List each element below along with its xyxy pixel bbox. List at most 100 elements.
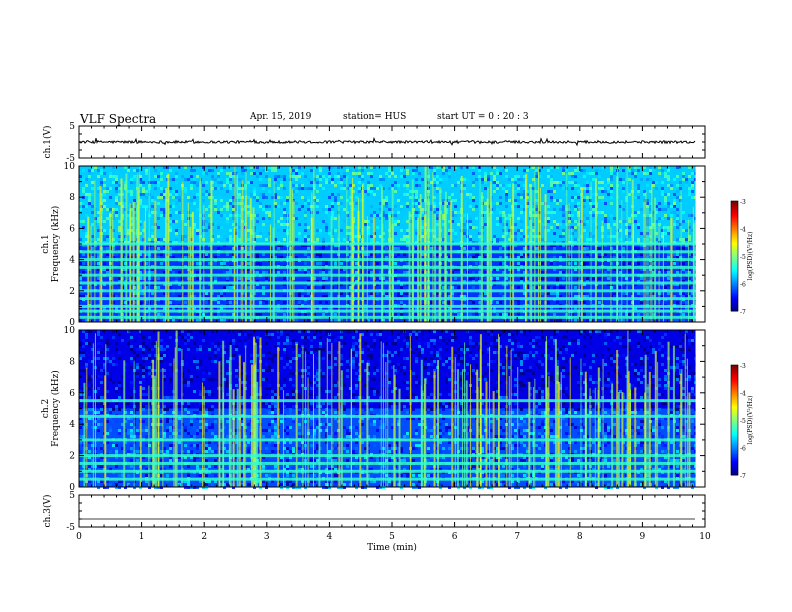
spectrogram-cell — [118, 432, 121, 435]
spectrogram-cell — [502, 193, 505, 196]
spectrogram-cell — [505, 196, 508, 199]
spectrogram-cell — [100, 172, 103, 175]
spectrogram-cell — [205, 229, 208, 232]
spectrogram-cell — [379, 235, 382, 238]
spectrogram-cell — [634, 211, 637, 214]
spectrogram-cell — [154, 181, 157, 184]
spectrogram-cell — [109, 372, 112, 375]
spectrogram-cell — [604, 253, 607, 256]
spectrogram-cell — [184, 339, 187, 342]
spectrogram-cell — [538, 262, 541, 265]
spectrogram-cell — [301, 205, 304, 208]
spectrogram-cell — [397, 184, 400, 187]
spectrogram-cell — [181, 363, 184, 366]
spectrogram-cell — [193, 226, 196, 229]
spectrogram-cell — [373, 166, 376, 169]
spectrogram-cell — [163, 307, 166, 310]
spectrogram-cell — [628, 271, 631, 274]
spectrogram-cell — [211, 262, 214, 265]
spectrogram-cell — [574, 184, 577, 187]
spectrogram-cell — [118, 277, 121, 280]
spectrogram-impulse — [187, 202, 189, 322]
spectrogram-cell — [214, 393, 217, 396]
spectrogram-cell — [421, 211, 424, 214]
spectrogram-cell — [196, 351, 199, 354]
spectrogram-cell — [109, 405, 112, 408]
spectrogram-cell — [484, 256, 487, 259]
spectrogram-cell — [673, 193, 676, 196]
spectrogram-cell — [100, 375, 103, 378]
spectrogram-cell — [676, 166, 679, 169]
spectrogram-cell — [499, 220, 502, 223]
spectrogram-cell — [370, 193, 373, 196]
spectrogram-cell — [79, 342, 82, 345]
spectrogram-cell — [493, 169, 496, 172]
spectrogram-cell — [637, 211, 640, 214]
spectrogram-cell — [217, 181, 220, 184]
spectrogram-cell — [379, 277, 382, 280]
spectrogram-cell — [655, 211, 658, 214]
spectrogram-cell — [127, 402, 130, 405]
spectrogram-cell — [463, 223, 466, 226]
spectrogram-cell — [352, 190, 355, 193]
spectrogram-cell — [649, 169, 652, 172]
spectrogram-cell — [667, 205, 670, 208]
spectrogram-cell — [325, 277, 328, 280]
spectrogram-cell — [205, 253, 208, 256]
spectrogram-cell — [394, 214, 397, 217]
spectrogram-cell — [256, 256, 259, 259]
spectrogram-cell — [136, 348, 139, 351]
spectrogram-cell — [535, 166, 538, 169]
spectrogram-cell — [469, 313, 472, 316]
spectrogram-cell — [265, 184, 268, 187]
spectrogram-cell — [82, 339, 85, 342]
spectrogram-impulse — [480, 192, 483, 322]
spectrogram-cell — [280, 307, 283, 310]
spectrogram-cell — [259, 166, 262, 169]
spectrogram-cell — [109, 375, 112, 378]
spectrogram-cell — [196, 193, 199, 196]
spectrogram-cell — [283, 202, 286, 205]
spectrogram-cell — [679, 256, 682, 259]
spectrogram-cell — [688, 190, 691, 193]
spectrogram-cell — [541, 262, 544, 265]
spectrogram-cell — [679, 199, 682, 202]
spectrogram-cell — [619, 238, 622, 241]
spectrogram-cell — [250, 181, 253, 184]
spectrogram-cell — [232, 286, 235, 289]
spectrogram-cell — [613, 262, 616, 265]
spectrogram-cell — [634, 187, 637, 190]
spectrogram-cell — [196, 390, 199, 393]
spectrogram-cell — [211, 405, 214, 408]
spectrogram-cell — [577, 208, 580, 211]
spectrogram-cell — [514, 253, 517, 256]
spectrogram-cell — [97, 211, 100, 214]
spectrogram-cell — [238, 262, 241, 265]
spectrogram-cell — [127, 345, 130, 348]
spectrogram-impulse — [346, 176, 348, 322]
spectrogram-cell — [190, 181, 193, 184]
spectrogram-cell — [97, 459, 100, 462]
spectrogram-cell — [94, 223, 97, 226]
spectrogram-cell — [382, 211, 385, 214]
spectrogram-cell — [403, 172, 406, 175]
spectrogram-cell — [235, 205, 238, 208]
spectrogram-cell — [355, 262, 358, 265]
spectrogram-cell — [637, 295, 640, 298]
spectrogram-cell — [214, 351, 217, 354]
spectrogram-cell — [247, 211, 250, 214]
spectrogram-cell — [271, 301, 274, 304]
spectrogram-cell — [106, 253, 109, 256]
spectrogram-cell — [106, 187, 109, 190]
spectrogram-cell — [475, 307, 478, 310]
spectrogram-cell — [388, 187, 391, 190]
spectrogram-cell — [535, 214, 538, 217]
spectrogram-cell — [652, 223, 655, 226]
spectrogram-cell — [313, 205, 316, 208]
spectrogram-cell — [205, 393, 208, 396]
spectrogram-cell — [133, 196, 136, 199]
spectrogram-cell — [526, 229, 529, 232]
spectrogram-cell — [88, 387, 91, 390]
colorbar-segment — [731, 213, 738, 217]
spectrogram-cell — [184, 429, 187, 432]
